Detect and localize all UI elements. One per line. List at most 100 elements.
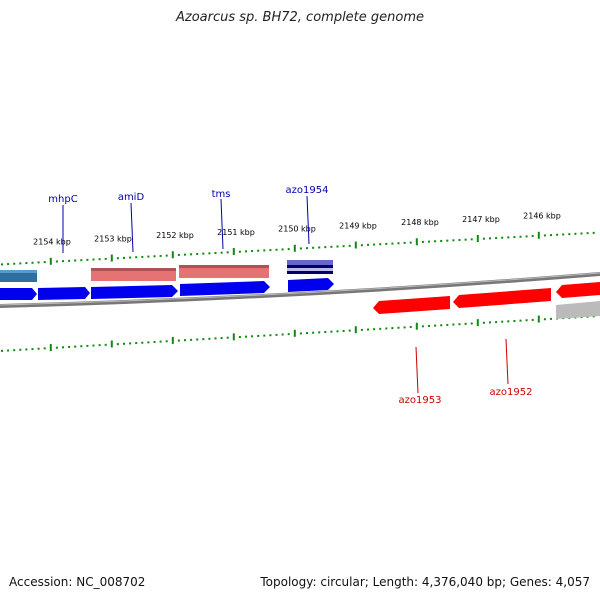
scale-minor-tick [312, 331, 315, 334]
scale-minor-tick [543, 318, 546, 321]
scale-minor-tick [440, 324, 443, 327]
gene-label-tms[interactable]: tms [212, 189, 231, 200]
gene-reverse-arrow[interactable] [373, 296, 450, 314]
scale-minor-tick [238, 336, 241, 339]
reverse-strand [373, 282, 600, 319]
genome-backbone [0, 272, 600, 308]
gene-label-azo1953[interactable]: azo1953 [399, 395, 442, 406]
scale-minor-tick [568, 233, 571, 236]
scale-minor-tick [531, 235, 534, 238]
scale-minor-tick [214, 337, 217, 340]
scale-major-tick [110, 340, 113, 348]
scale-minor-tick [531, 318, 534, 321]
gene-forward-arrow[interactable] [91, 285, 178, 299]
scale-minor-tick [409, 326, 412, 329]
scale-minor-tick [104, 343, 107, 346]
scale-minor-tick [434, 240, 437, 243]
scale-minor-tick [470, 322, 473, 325]
scale-minor-tick [251, 250, 254, 253]
top-scale [1, 231, 595, 266]
scale-minor-tick [367, 243, 369, 246]
scale-minor-tick [360, 244, 363, 247]
scale-minor-tick [37, 347, 40, 350]
scale-major-tick [49, 344, 52, 352]
scale-minor-tick [177, 339, 180, 342]
scale-minor-tick [19, 262, 22, 265]
gene-forward-arrow[interactable] [0, 288, 37, 300]
scale-minor-tick [98, 258, 101, 261]
scale-minor-tick [306, 332, 308, 335]
scale-minor-tick [312, 246, 315, 249]
scale-minor-tick [153, 340, 156, 343]
scale-minor-tick [123, 342, 125, 345]
scale-minor-tick [245, 335, 247, 338]
scale-minor-tick [330, 330, 333, 333]
scale-minor-tick [452, 323, 455, 326]
forward-strand [0, 278, 334, 300]
gene-label-amid[interactable]: amiD [118, 192, 145, 203]
scale-minor-tick [135, 256, 138, 259]
scale-major-tick [171, 336, 174, 344]
scale-minor-tick [257, 249, 260, 252]
scale-minor-tick [318, 331, 321, 334]
scale-minor-tick [586, 232, 589, 235]
scale-minor-tick [391, 242, 394, 245]
scale-minor-tick [43, 261, 46, 264]
scale-minor-tick [153, 255, 156, 258]
scale-minor-tick [428, 240, 430, 243]
scale-minor-tick [458, 238, 461, 241]
scale-minor-tick [226, 336, 229, 339]
accession-text: Accession: NC_008702 [9, 575, 146, 589]
scale-minor-tick [275, 333, 278, 336]
gene-forward-arrow[interactable] [38, 287, 90, 300]
scale-minor-tick [360, 328, 363, 331]
scale-major-tick [232, 333, 235, 341]
scale-minor-tick [391, 327, 394, 330]
scale-minor-tick [464, 322, 467, 325]
scale-minor-tick [13, 262, 16, 265]
gene-forward-arrow[interactable] [180, 281, 270, 296]
scale-label: 2154 kbp [33, 238, 71, 247]
gene-reverse-arrow[interactable] [556, 282, 600, 298]
scale-minor-tick [397, 326, 400, 329]
scale-minor-tick [159, 254, 162, 257]
gene-pink-1[interactable] [91, 268, 176, 281]
gene-grey[interactable] [556, 301, 600, 319]
scale-minor-tick [482, 321, 485, 324]
scale-label: 2153 kbp [94, 234, 132, 243]
scale-minor-tick [25, 262, 28, 265]
scale-minor-tick [324, 246, 327, 249]
gene-reverse-arrow[interactable] [453, 288, 551, 308]
scale-minor-tick [68, 259, 71, 262]
scale-minor-tick [80, 259, 83, 262]
scale-minor-tick [165, 340, 168, 343]
scale-label: 2146 kbp [523, 212, 561, 221]
scale-minor-tick [574, 232, 577, 235]
gene-label-azo1952[interactable]: azo1952 [490, 387, 533, 398]
scale-minor-tick [367, 328, 369, 331]
scale-minor-tick [428, 324, 430, 327]
scale-minor-tick [104, 257, 107, 260]
scale-minor-tick [251, 335, 254, 338]
scale-minor-tick [74, 259, 77, 262]
scale-minor-tick [190, 338, 193, 341]
scale-minor-tick [92, 258, 95, 261]
gene-label-azo1954[interactable]: azo1954 [286, 185, 329, 196]
gene-label-mhpc[interactable]: mhpC [48, 194, 77, 205]
scale-major-tick [415, 322, 418, 330]
scale-label: 2150 kbp [278, 225, 316, 234]
scale-minor-tick [373, 328, 376, 331]
scale-minor-tick [86, 258, 89, 261]
gene-pink-2[interactable] [179, 265, 269, 278]
scale-minor-tick [62, 346, 64, 349]
scale-minor-tick [373, 243, 376, 246]
gene-forward-arrow[interactable] [288, 278, 334, 292]
genome-stats-text: Topology: circular; Length: 4,376,040 bp… [260, 575, 590, 589]
scale-minor-tick [501, 236, 504, 239]
scale-label: 2149 kbp [339, 221, 377, 230]
scale-minor-tick [342, 329, 345, 332]
scale-minor-tick [519, 235, 522, 238]
scale-minor-tick [55, 346, 58, 349]
scale-minor-tick [525, 235, 528, 238]
